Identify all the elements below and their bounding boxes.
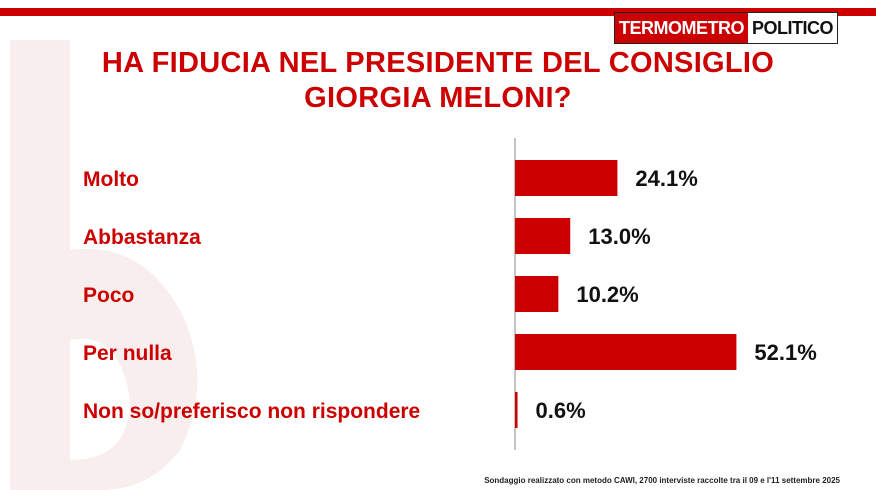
chart-title: HA FIDUCIA NEL PRESIDENTE DEL CONSIGLIO … [0,46,876,116]
value-label: 52.1% [754,340,816,365]
category-label: Abbastanza [83,226,201,249]
brand-logo-part2: POLITICO [748,13,837,43]
survey-footnote: Sondaggio realizzato con metodo CAWI, 27… [484,476,840,485]
value-label: 24.1% [635,166,697,191]
category-label: Molto [83,168,139,191]
bar [515,160,618,196]
bar [515,276,559,312]
value-label: 10.2% [576,282,638,307]
top-accent-bar [0,8,876,16]
value-label: 13.0% [588,224,650,249]
bar [515,392,518,428]
bar [515,218,571,254]
category-label: Per nulla [83,342,172,365]
bar [515,334,737,370]
chart-title-line2: GIORGIA MELONI? [304,82,572,114]
chart-title-line1: HA FIDUCIA NEL PRESIDENTE DEL CONSIGLIO [101,47,775,79]
background-watermark-logo [10,40,198,490]
brand-logo: TERMOMETRO POLITICO [614,12,838,44]
brand-logo-part1: TERMOMETRO [615,13,748,43]
category-label: Poco [83,284,134,307]
category-label: Non so/preferisco non rispondere [83,400,420,423]
value-label: 0.6% [536,398,586,423]
